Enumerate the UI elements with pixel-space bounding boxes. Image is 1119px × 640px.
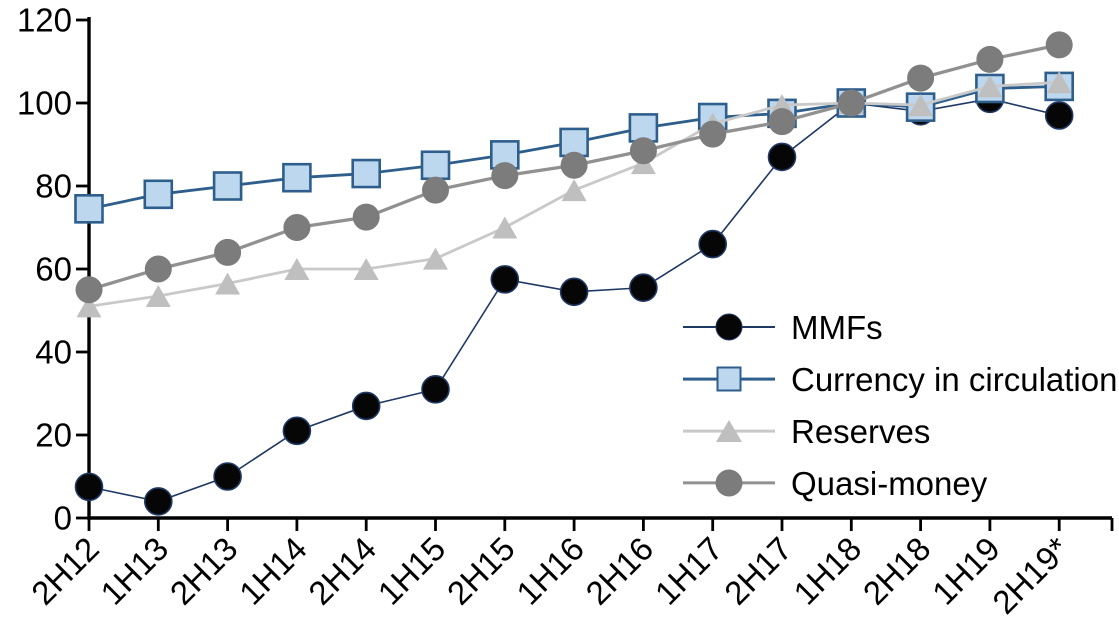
marker-quasi-money — [144, 255, 172, 283]
marker-quasi-money — [1045, 31, 1073, 59]
marker-mmfs — [559, 277, 589, 307]
y-tick-label: 120 — [17, 2, 72, 39]
marker-reserves — [353, 258, 379, 280]
marker-quasi-money — [768, 108, 796, 136]
marker-quasi-money — [283, 214, 311, 241]
marker-reserves — [284, 258, 310, 280]
marker-currency-in-circulation — [420, 150, 451, 181]
y-tick-label: 60 — [35, 251, 72, 288]
y-tick-label: 20 — [35, 417, 72, 454]
marker-mmfs — [421, 375, 450, 404]
x-tick-label: 2H17 — [717, 530, 799, 612]
marker-currency-in-circulation — [351, 158, 382, 189]
marker-reserves — [76, 295, 102, 318]
marker-reserves — [977, 75, 1003, 98]
currency-square-icon — [716, 366, 742, 392]
legend-label-quasi-money: Quasi-money — [791, 464, 988, 502]
legend-label-reserves: Reserves — [791, 412, 931, 450]
marker-currency-in-circulation — [559, 127, 589, 158]
marker-currency-in-circulation — [212, 171, 243, 201]
marker-reserves — [1046, 71, 1072, 94]
marker-mmfs — [74, 472, 104, 502]
marker-mmfs — [144, 487, 173, 516]
marker-quasi-money — [214, 238, 242, 266]
marker-currency-in-circulation — [282, 162, 312, 193]
x-tick-label: 2H16 — [578, 530, 660, 612]
marker-reserves — [908, 94, 934, 117]
y-tick-label: 100 — [17, 85, 72, 122]
x-tick-label: 1H14 — [232, 530, 314, 612]
marker-reserves — [561, 179, 587, 202]
y-tick-label: 0 — [54, 500, 72, 537]
quasi-money-marker-icon — [683, 465, 775, 501]
mmfs-circle-icon — [715, 313, 743, 341]
legend-item-mmfs: MMFs — [683, 301, 1117, 353]
legend-item-quasi-money: Quasi-money — [683, 457, 1117, 509]
x-tick-label: 2H12 — [24, 530, 106, 612]
mmfs-marker-icon — [683, 309, 775, 345]
legend-item-reserves: Reserves — [683, 405, 1117, 457]
marker-mmfs — [1044, 101, 1074, 130]
marker-mmfs — [629, 273, 658, 302]
marker-quasi-money — [699, 120, 727, 148]
quasi-money-circle-icon — [715, 469, 743, 497]
x-tick-label: 1H18 — [786, 530, 868, 612]
y-tick-label: 80 — [35, 168, 72, 205]
marker-mmfs — [213, 462, 242, 491]
marker-quasi-money — [837, 89, 865, 117]
legend-label-mmfs: MMFs — [791, 308, 883, 346]
marker-reserves — [215, 272, 241, 295]
marker-quasi-money — [352, 203, 380, 231]
reserves-marker-icon — [683, 413, 775, 449]
marker-quasi-money — [422, 176, 449, 204]
x-tick-label: 2H18 — [856, 530, 938, 612]
marker-quasi-money — [976, 45, 1004, 73]
marker-mmfs — [282, 416, 312, 446]
currency-marker-icon — [683, 361, 775, 397]
marker-mmfs — [767, 142, 797, 172]
x-tick-label: 1H16 — [509, 530, 591, 612]
x-tick-label: 2H13 — [163, 530, 245, 612]
legend-item-currency-in-circulation: Currency in circulation — [683, 353, 1117, 405]
legend-label-currency-in-circulation: Currency in circulation — [791, 360, 1118, 398]
x-tick-label: 2H14 — [301, 530, 383, 612]
marker-quasi-money — [560, 151, 588, 179]
marker-mmfs — [490, 265, 520, 294]
y-tick-label: 40 — [35, 334, 72, 371]
x-tick-label: 1H17 — [648, 530, 730, 612]
x-tick-label: 1H13 — [93, 530, 175, 612]
marker-reserves — [423, 247, 448, 270]
marker-currency-in-circulation — [74, 194, 104, 224]
legend: MMFs Currency in circulation Reserves Qu… — [683, 301, 1117, 509]
marker-currency-in-circulation — [143, 179, 174, 210]
marker-reserves — [492, 216, 518, 239]
marker-reserves — [145, 284, 171, 307]
x-tick-label: 2H19* — [985, 530, 1076, 621]
marker-mmfs — [351, 391, 381, 421]
x-tick-label: 1H15 — [371, 530, 453, 612]
marker-quasi-money — [75, 276, 103, 304]
x-tick-label: 2H15 — [440, 530, 522, 612]
marker-quasi-money — [629, 137, 657, 165]
marker-quasi-money — [491, 162, 519, 190]
marker-mmfs — [698, 229, 728, 259]
reserves-triangle-icon — [716, 420, 742, 442]
marker-quasi-money — [907, 64, 935, 92]
